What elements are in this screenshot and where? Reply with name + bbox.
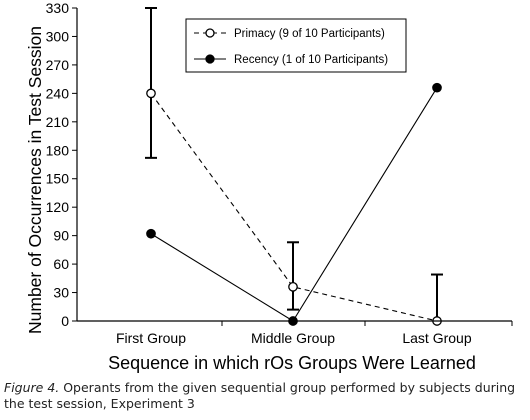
y-tick-label: 0: [61, 313, 69, 329]
caption-text: Operants from the given sequential group…: [4, 380, 516, 411]
figure-label: Figure 4.: [4, 380, 60, 395]
open-circle-marker: [146, 88, 156, 99]
legend-box: [185, 18, 407, 73]
line-chart: 0 30 60 90 120 150 180 210 240 270 300 330 First Gr…: [25, 0, 513, 373]
figure-caption: Figure 4. Operants from the given sequen…: [4, 380, 528, 412]
axes: [76, 8, 512, 322]
filled-circle-marker: [432, 82, 442, 93]
y-axis-ticks: 0 30 60 90 120 150 180 210 240 270 300 330: [46, 0, 77, 329]
y-tick-label: 330: [46, 0, 70, 16]
legend: Primacy (9 of 10 Participants) Recency (1…: [185, 18, 407, 73]
y-tick-label: 60: [53, 256, 69, 272]
filled-circle-marker: [146, 228, 156, 239]
y-tick-label: 300: [46, 28, 70, 44]
x-tick-label: First Group: [116, 330, 186, 346]
open-circle-marker: [288, 282, 298, 292]
legend-open-circle-marker: [205, 28, 215, 38]
y-tick-label: 90: [53, 228, 69, 244]
error-bars: [145, 7, 443, 321]
y-axis-label: Number of Occurrences in Test Session: [25, 26, 45, 334]
y-tick-label: 180: [46, 142, 70, 158]
x-axis-ticks: First Group Middle Group Last Group: [116, 321, 513, 346]
y-tick-label: 150: [46, 171, 70, 187]
x-tick-label: Last Group: [402, 330, 471, 346]
legend-entry-label: Recency (1 of 10 Participants): [234, 54, 388, 66]
y-tick-label: 120: [46, 199, 70, 215]
legend-filled-circle-marker: [205, 54, 215, 64]
data-markers: [146, 82, 442, 326]
x-tick-label: Middle Group: [251, 330, 335, 346]
x-axis-label: Sequence in which rOs Groups Were Learne…: [108, 353, 476, 373]
y-tick-label: 210: [46, 114, 70, 130]
y-tick-label: 30: [53, 285, 69, 301]
legend-entry-label: Primacy (9 of 10 Participants): [234, 28, 385, 40]
y-tick-label: 270: [46, 57, 70, 73]
y-tick-label: 240: [46, 85, 70, 101]
